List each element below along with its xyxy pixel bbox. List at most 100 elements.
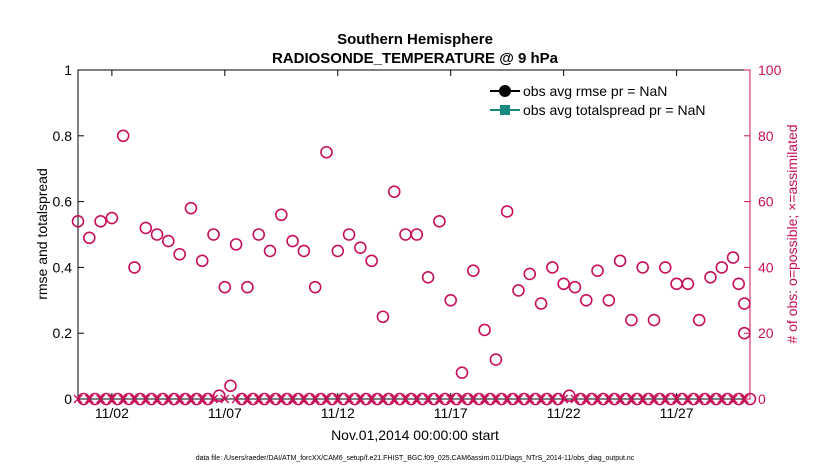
- obs-count-possible-point: [602, 293, 616, 307]
- obs-count-possible-point: [444, 293, 458, 307]
- obs-count-possible-point: [207, 228, 220, 241]
- obs-count-possible-point: [365, 254, 378, 268]
- x-tick-label: 11/27: [660, 405, 694, 421]
- obs-count-possible-point: [274, 208, 288, 222]
- x-tick-label: 11/12: [321, 405, 355, 421]
- obs-count-possible-point: [150, 228, 164, 241]
- y-right-tick-label: 80: [758, 128, 774, 144]
- y-tick-label: 0.6: [53, 194, 73, 210]
- obs-count-possible-point: [184, 201, 198, 215]
- legend-spread-marker: [500, 105, 510, 115]
- obs-count-possible-point: [218, 280, 232, 294]
- obs-count-possible-point: [82, 231, 96, 245]
- obs-count-possible-point: [455, 366, 469, 379]
- legend-rmse-label: obs avg rmse pr = NaN: [523, 83, 667, 99]
- y-tick-label: 0.8: [53, 128, 73, 144]
- chart-title: Southern Hemisphere: [337, 31, 493, 48]
- y-right-tick-label: 100: [758, 62, 782, 78]
- obs-count-possible-point: [410, 228, 424, 241]
- obs-count-possible-point: [591, 264, 604, 277]
- obs-count-possible-point: [704, 270, 717, 284]
- obs-count-possible-point: [297, 244, 311, 258]
- obs-count-possible-point: [647, 313, 661, 327]
- obs-count-possible-point: [241, 280, 254, 294]
- obs-count-possible-point: [173, 247, 186, 261]
- obs-count-possible-point: [433, 215, 446, 228]
- obs-count-possible-point: [116, 129, 130, 143]
- y-tick-label: 1: [64, 62, 72, 78]
- y-tick-label: 0.4: [53, 259, 73, 275]
- x-tick-label: 11/22: [547, 405, 581, 421]
- obs-count-possible-point: [263, 244, 277, 258]
- y-axis-label: rmse and totalspread: [34, 168, 50, 300]
- obs-count-possible-point: [613, 254, 627, 268]
- obs-count-possible-point: [658, 261, 672, 274]
- obs-count-possible-point: [557, 277, 570, 291]
- obs-count-possible-low-point: [212, 389, 226, 403]
- obs-count-possible-point: [286, 234, 299, 248]
- y-right-tick-label: 60: [758, 194, 774, 210]
- obs-count-possible-low-point: [77, 392, 90, 406]
- y-axis-label-right: # of obs: o=possible; ×=assimilated: [784, 124, 800, 343]
- x-tick-label: 11/02: [95, 405, 129, 421]
- obs-count-possible-low-point: [551, 392, 565, 406]
- y-right-tick-label: 20: [758, 325, 774, 341]
- obs-count-possible-low-point: [201, 392, 215, 406]
- obs-count-possible-point: [399, 228, 412, 241]
- obs-count-possible-point: [139, 221, 153, 235]
- data-marks: [71, 129, 757, 406]
- obs-count-possible-point: [738, 326, 751, 340]
- obs-count-possible-point: [71, 215, 85, 228]
- obs-count-possible-point: [376, 310, 390, 324]
- legend-rmse-marker: [499, 85, 511, 97]
- x-axis-ticks: 11/02 11/07 11/12 11/17 11/22 11/27: [95, 70, 694, 421]
- legend-spread-label: obs avg totalspread pr = NaN: [523, 102, 706, 118]
- obs-count-possible-point: [738, 297, 751, 310]
- legend: obs avg rmse pr = NaN obs avg totalsprea…: [490, 78, 745, 124]
- obs-count-possible-point: [670, 277, 683, 291]
- obs-count-possible-point: [534, 297, 548, 310]
- obs-count-possible-low-point: [743, 392, 757, 406]
- x-tick-label: 11/17: [434, 405, 468, 421]
- obs-count-possible-point: [354, 241, 367, 254]
- obs-count-possible-point: [636, 261, 650, 274]
- obs-count-possible-point: [105, 211, 119, 225]
- obs-count-possible-point: [546, 261, 559, 274]
- obs-count-possible-point: [128, 261, 141, 274]
- obs-count-possible-point: [579, 293, 593, 307]
- obs-count-possible-point: [568, 280, 582, 294]
- obs-count-assimilated-point: [220, 394, 230, 404]
- obs-count-possible-point: [692, 313, 706, 327]
- y-tick-label: 0: [64, 391, 72, 407]
- legend-box: [490, 78, 745, 124]
- y-right-tick-label: 0: [758, 391, 766, 407]
- obs-count-possible-point: [320, 145, 333, 159]
- obs-count-possible-point: [421, 270, 435, 284]
- obs-count-possible-point: [162, 234, 175, 248]
- obs-count-possible-point: [387, 185, 401, 199]
- right-axis-ticks: 0 20 40 60 80 100: [744, 62, 782, 407]
- obs-count-possible-point: [308, 280, 322, 294]
- footnote: data file: /Users/raeder/DAI/ATM_forcXX/…: [196, 455, 635, 462]
- obs-count-possible-point: [252, 228, 266, 241]
- obs-count-possible-point: [342, 228, 356, 241]
- obs-count-possible-point: [512, 284, 525, 297]
- obs-count-possible-point: [523, 267, 537, 281]
- obs-count-possible-point: [229, 238, 243, 251]
- left-axis-ticks: 0 0.2 0.4 0.6 0.8 1: [53, 62, 84, 407]
- obs-count-possible-point: [500, 205, 514, 218]
- obs-count-possible-point: [715, 261, 729, 274]
- obs-count-possible-point: [732, 277, 746, 291]
- obs-count-possible-point: [489, 353, 503, 366]
- obs-count-possible-point: [466, 264, 480, 277]
- y-tick-label: 0.2: [53, 325, 73, 341]
- obs-count-possible-point: [478, 323, 491, 337]
- obs-count-possible-low-point: [562, 389, 576, 403]
- obs-count-possible-point: [195, 254, 209, 268]
- obs-count-possible-point: [625, 313, 638, 327]
- obs-count-possible-point: [681, 277, 695, 291]
- obs-count-possible-point: [331, 244, 345, 258]
- x-tick-label: 11/07: [208, 405, 242, 421]
- chart-subtitle: RADIOSONDE_TEMPERATURE @ 9 hPa: [272, 50, 559, 67]
- obs-count-possible-point: [94, 215, 107, 228]
